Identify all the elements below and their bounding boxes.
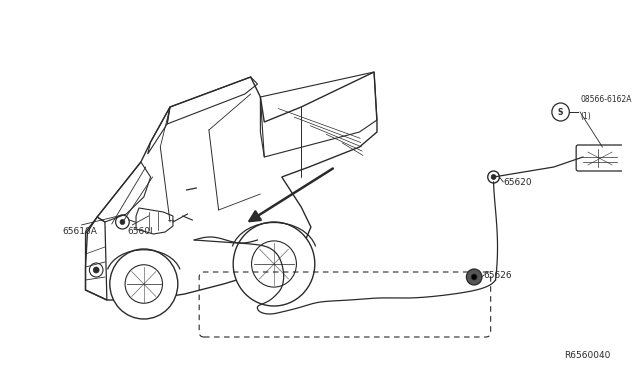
Text: 08566-6162A: 08566-6162A <box>580 95 632 104</box>
Text: (1): (1) <box>580 112 591 121</box>
Circle shape <box>120 219 125 224</box>
Circle shape <box>488 171 499 183</box>
Text: R6560040: R6560040 <box>564 351 610 360</box>
Circle shape <box>491 174 496 180</box>
Text: 65626: 65626 <box>484 270 513 279</box>
Circle shape <box>233 222 315 306</box>
Text: 6560l: 6560l <box>127 227 153 236</box>
Circle shape <box>93 267 99 273</box>
Circle shape <box>471 274 477 280</box>
Circle shape <box>632 157 636 161</box>
FancyBboxPatch shape <box>576 145 624 171</box>
Circle shape <box>110 249 178 319</box>
Text: 65620: 65620 <box>503 177 532 186</box>
Text: 65610A: 65610A <box>62 227 97 236</box>
Circle shape <box>467 269 482 285</box>
Text: S: S <box>558 108 563 116</box>
Circle shape <box>90 263 103 277</box>
